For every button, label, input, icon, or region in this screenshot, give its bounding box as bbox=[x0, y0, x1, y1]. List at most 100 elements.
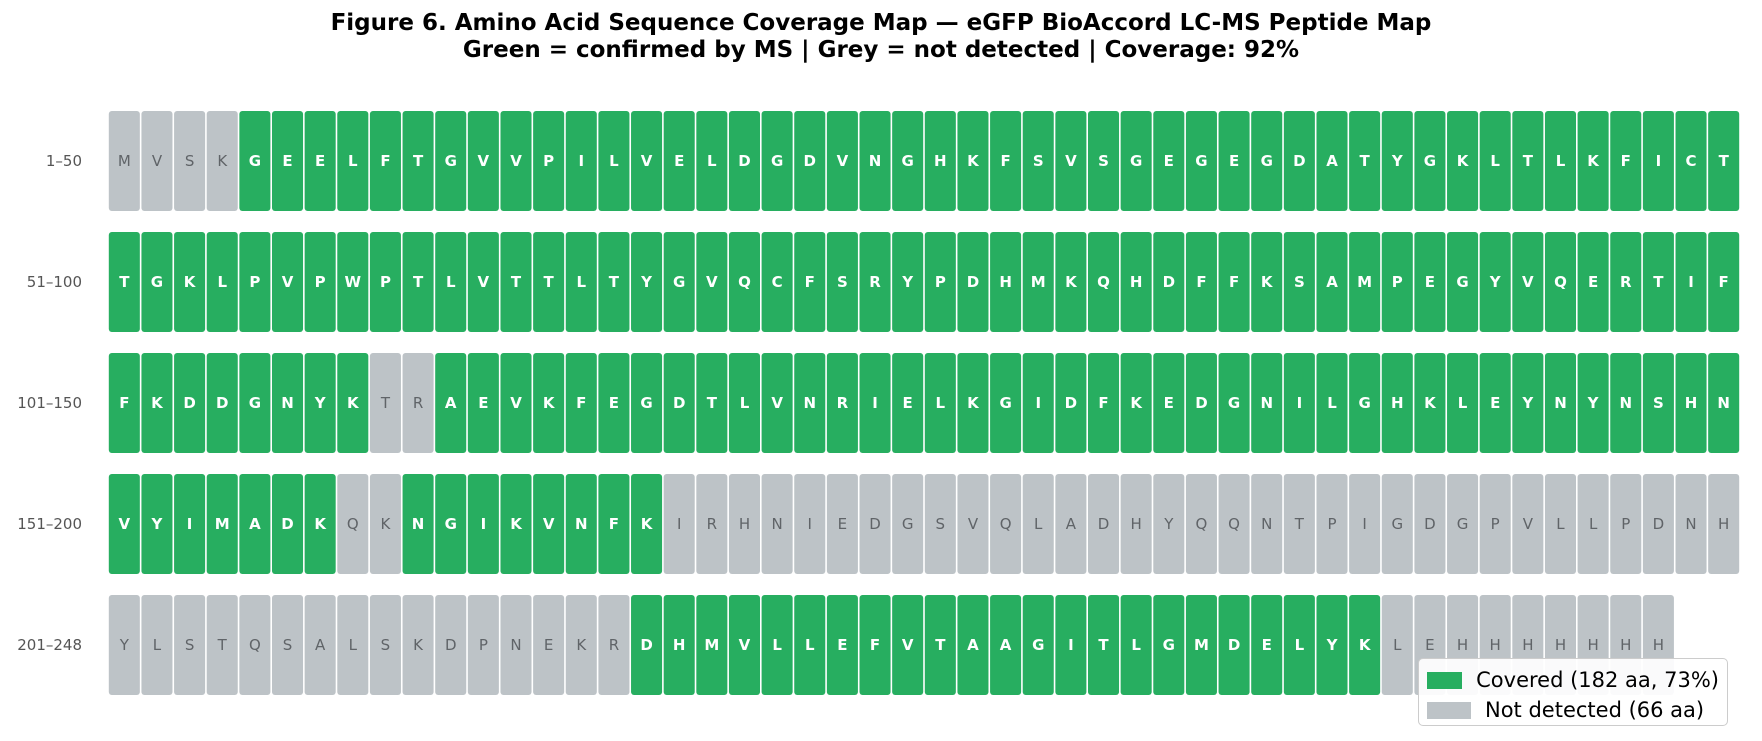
residue-letter: S bbox=[1098, 152, 1109, 170]
residue-cell-covered bbox=[304, 232, 336, 332]
residue-cell-covered bbox=[1610, 111, 1642, 211]
residue-cell-covered bbox=[794, 111, 826, 211]
residue-letter: D bbox=[183, 394, 195, 412]
residue-cell-covered bbox=[1153, 232, 1185, 332]
residue-letter: L bbox=[1458, 394, 1468, 412]
residue-letter: L bbox=[153, 636, 162, 654]
residue-letter: K bbox=[413, 636, 424, 654]
residue-letter: V bbox=[968, 515, 979, 533]
residue-letter: I bbox=[1068, 636, 1074, 654]
residue-cell-covered bbox=[924, 595, 956, 695]
residue-letter: E bbox=[903, 394, 913, 412]
residue-cell-not-detected bbox=[1381, 595, 1413, 695]
residue-letter: L bbox=[446, 273, 456, 291]
residue-letter: K bbox=[381, 515, 392, 533]
residue-letter: Y bbox=[640, 273, 653, 291]
residue-cell-covered bbox=[174, 232, 206, 332]
residue-cell-covered bbox=[1022, 111, 1054, 211]
residue-letter: K bbox=[347, 394, 360, 412]
residue-cell-covered bbox=[859, 232, 891, 332]
residue-letter: H bbox=[1391, 394, 1404, 412]
residue-letter: K bbox=[1587, 152, 1600, 170]
residue-cell-covered bbox=[1218, 595, 1250, 695]
residue-cell-covered bbox=[631, 111, 663, 211]
residue-letter: V bbox=[152, 152, 163, 170]
residue-cell-covered bbox=[402, 232, 434, 332]
residue-letter: F bbox=[1229, 273, 1239, 291]
residue-cell-covered bbox=[1577, 111, 1609, 211]
residue-letter: S bbox=[185, 636, 195, 654]
residue-letter: H bbox=[739, 515, 750, 533]
residue-cell-covered bbox=[1447, 232, 1479, 332]
residue-cell-covered bbox=[533, 111, 565, 211]
residue-letter: G bbox=[1456, 273, 1468, 291]
residue-letter: F bbox=[609, 515, 619, 533]
residue-letter: Y bbox=[119, 636, 130, 654]
residue-letter: G bbox=[1195, 152, 1207, 170]
residue-letter: I bbox=[872, 394, 878, 412]
residue-letter: T bbox=[1360, 152, 1371, 170]
residue-cell-covered bbox=[794, 595, 826, 695]
residue-cell-covered bbox=[631, 474, 663, 574]
residue-cell-covered bbox=[761, 595, 793, 695]
residue-letter: K bbox=[184, 273, 197, 291]
residue-letter: L bbox=[740, 394, 750, 412]
residue-letter: T bbox=[1098, 636, 1109, 654]
residue-letter: T bbox=[217, 636, 228, 654]
residue-cell-covered bbox=[1381, 353, 1413, 453]
residue-letter: K bbox=[1424, 394, 1437, 412]
residue-letter: Q bbox=[249, 636, 261, 654]
residue-cell-covered bbox=[304, 474, 336, 574]
residue-letter: D bbox=[869, 515, 881, 533]
residue-cell-covered bbox=[435, 111, 467, 211]
residue-letter: K bbox=[1261, 273, 1274, 291]
residue-cell-covered bbox=[859, 353, 891, 453]
residue-letter: I bbox=[1297, 394, 1303, 412]
residue-letter: G bbox=[1130, 152, 1142, 170]
residue-letter: G bbox=[673, 273, 685, 291]
residue-letter: V bbox=[641, 152, 653, 170]
residue-letter: P bbox=[1392, 273, 1403, 291]
residue-cell-covered bbox=[435, 353, 467, 453]
residue-letter: S bbox=[936, 515, 946, 533]
residue-letter: D bbox=[445, 636, 457, 654]
residue-letter: Q bbox=[1000, 515, 1012, 533]
residue-cell-covered bbox=[500, 474, 532, 574]
residue-cell-covered bbox=[761, 111, 793, 211]
residue-letter: G bbox=[1424, 152, 1436, 170]
residue-letter: E bbox=[478, 394, 488, 412]
residue-letter: V bbox=[1065, 152, 1077, 170]
residue-letter: L bbox=[349, 636, 358, 654]
residue-cell-covered bbox=[304, 353, 336, 453]
residue-cell-covered bbox=[402, 474, 434, 574]
row-label: 101–150 bbox=[17, 394, 82, 412]
residue-letter: D bbox=[1293, 152, 1305, 170]
residue-letter: G bbox=[249, 394, 261, 412]
residue-letter: V bbox=[837, 152, 849, 170]
residue-cell-covered bbox=[1088, 595, 1120, 695]
residue-letter: F bbox=[1719, 273, 1729, 291]
residue-cell-not-detected bbox=[1022, 474, 1054, 574]
residue-letter: F bbox=[1196, 273, 1206, 291]
residue-cell-not-detected bbox=[272, 595, 304, 695]
residue-cell-covered bbox=[663, 232, 695, 332]
residue-cell-covered bbox=[108, 353, 140, 453]
residue-cell-covered bbox=[1251, 595, 1283, 695]
row-label: 51–100 bbox=[27, 273, 82, 291]
residue-letter: G bbox=[445, 152, 457, 170]
residue-cell-not-detected bbox=[108, 595, 140, 695]
residue-cell-covered bbox=[467, 353, 499, 453]
residue-cell-not-detected bbox=[1642, 474, 1674, 574]
residue-letter: L bbox=[1393, 636, 1402, 654]
residue-letter: P bbox=[543, 152, 554, 170]
residue-letter: T bbox=[413, 273, 424, 291]
residue-letter: Q bbox=[347, 515, 359, 533]
residue-cell-covered bbox=[565, 353, 597, 453]
residue-cell-covered bbox=[924, 353, 956, 453]
row-label: 201–248 bbox=[17, 636, 82, 654]
residue-cell-covered bbox=[1088, 232, 1120, 332]
residue-cell-not-detected bbox=[239, 595, 271, 695]
residue-cell-covered bbox=[761, 232, 793, 332]
residue-cell-covered bbox=[1251, 232, 1283, 332]
residue-cell-covered bbox=[1283, 595, 1315, 695]
